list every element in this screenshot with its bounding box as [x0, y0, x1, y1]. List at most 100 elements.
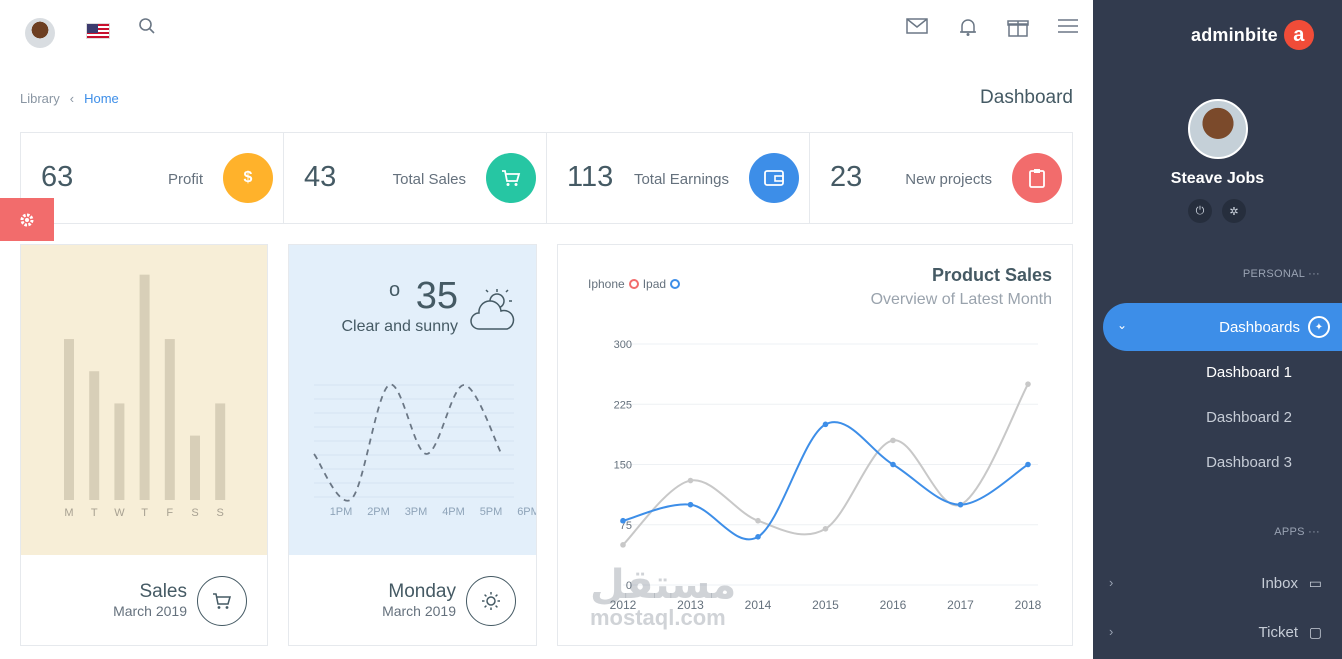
- wallet-icon: [749, 153, 799, 203]
- data-point: [1025, 461, 1031, 468]
- x-tick-label: 3PM: [405, 506, 428, 518]
- x-tick-label: 1PM: [330, 506, 353, 518]
- legend-ipad: Ipad: [642, 277, 667, 291]
- stat-label: New projects: [905, 171, 992, 188]
- stat-total-sales: 43 Total Sales: [284, 133, 547, 223]
- degree-symbol: o: [389, 279, 401, 301]
- sidebar-sub-dashboard-1[interactable]: Dashboard 1: [1206, 364, 1292, 381]
- section-apps: APPS ···: [1274, 526, 1320, 538]
- stat-label: Profit: [167, 171, 203, 188]
- sidebar-item-dashboards[interactable]: ⌄ Dashboards ✦: [1103, 303, 1342, 351]
- data-point: [755, 517, 761, 524]
- data-point: [957, 501, 964, 508]
- breadcrumb: Library ‹ Home: [20, 91, 119, 106]
- bar: [139, 274, 150, 500]
- x-tick-label: F: [166, 507, 173, 519]
- x-tick-label: 2014: [745, 598, 772, 612]
- weather-area: o 35 Clear and sunny 1PM 2PM 3PM 4PM 5PM 6PM: [289, 245, 536, 555]
- stat-new-projects: 23 New projects: [810, 133, 1072, 223]
- sidebar-item-inbox[interactable]: › Inbox ▭: [1093, 573, 1342, 597]
- bell-icon[interactable]: [958, 17, 978, 43]
- product-sales-panel: Iphone Ipad Product Sales Overview of La…: [557, 244, 1073, 646]
- data-point: [620, 517, 626, 524]
- gift-icon[interactable]: [1007, 17, 1029, 43]
- y-tick-label: 0: [626, 580, 632, 592]
- product-sales-title: Product Sales: [931, 265, 1052, 285]
- sales-subtitle: March 2019: [113, 603, 187, 619]
- sidebar-sub-dashboard-3[interactable]: Dashboard 3: [1206, 454, 1292, 471]
- bar: [190, 435, 200, 500]
- stat-value: 113: [567, 161, 614, 193]
- x-tick-label: 6PM: [517, 506, 536, 518]
- sidebar-item-ticket[interactable]: › Ticket ▢: [1093, 622, 1342, 646]
- chevron-right-icon: ›: [1109, 624, 1114, 639]
- settings-gear-icon[interactable]: [0, 198, 54, 241]
- weather-temp: 35: [415, 275, 458, 317]
- section-personal: PERSONAL ···: [1242, 268, 1320, 280]
- x-tick-label: 4PM: [442, 506, 465, 518]
- y-tick-label: 150: [614, 460, 632, 472]
- sun-icon[interactable]: [466, 576, 516, 626]
- us-flag-icon[interactable]: [86, 23, 110, 39]
- dollar-icon: $: [223, 153, 273, 203]
- power-icon[interactable]: ⏻: [1188, 199, 1212, 223]
- legend-iphone-dot: [628, 279, 639, 289]
- x-tick-label: 2017: [947, 598, 974, 612]
- cloud-sun-icon: [469, 287, 517, 340]
- data-point: [822, 421, 829, 428]
- x-tick-label: 2PM: [367, 506, 390, 518]
- data-point: [687, 501, 694, 508]
- legend-iphone: Iphone: [588, 277, 625, 291]
- profile-avatar[interactable]: [1188, 99, 1248, 159]
- data-point: [755, 534, 761, 540]
- profile-name[interactable]: Steave Jobs: [1170, 170, 1265, 187]
- x-tick-label: 2012: [610, 598, 637, 612]
- weather-panel: o 35 Clear and sunny 1PM 2PM 3PM 4PM 5PM 6PM …: [288, 244, 537, 646]
- logo-text: adminbite: [1191, 24, 1278, 45]
- sales-panel: M T W T F S S Sales March 2019: [20, 244, 268, 646]
- data-point: [687, 477, 694, 484]
- weather-line-chart: 1PM 2PM 3PM 4PM 5PM 6PM: [313, 384, 536, 518]
- menu-icon[interactable]: [1058, 17, 1078, 41]
- gear-icon[interactable]: ✲: [1222, 199, 1246, 223]
- search-icon[interactable]: [138, 17, 156, 41]
- stat-value: 63: [41, 161, 74, 193]
- stat-total-earnings: 113 Total Earnings: [547, 133, 810, 223]
- logo[interactable]: adminbite a: [1191, 20, 1314, 50]
- y-tick-label: 225: [614, 399, 632, 411]
- data-point: [890, 437, 896, 444]
- chart-legend: Iphone Ipad: [588, 277, 681, 291]
- bar: [215, 403, 226, 500]
- ticket-icon: ▢: [1308, 624, 1322, 640]
- breadcrumb-library[interactable]: Library: [20, 91, 60, 106]
- dashboard-icon: ✦: [1308, 316, 1330, 338]
- sales-title: Sales: [139, 581, 187, 602]
- mail-icon[interactable]: [906, 17, 928, 41]
- clipboard-icon: [1012, 153, 1062, 203]
- sidebar-item-label: Inbox: [1261, 575, 1298, 592]
- logo-badge: a: [1283, 20, 1314, 50]
- breadcrumb-home[interactable]: Home: [84, 91, 119, 106]
- series-line: [622, 421, 1029, 541]
- x-tick-label: S: [217, 507, 224, 519]
- x-tick-label: 2016: [880, 598, 907, 612]
- legend-ipad-dot: [670, 279, 681, 289]
- bar: [64, 339, 74, 500]
- bar: [114, 403, 125, 500]
- profile-actions: ⏻ ✲: [1188, 199, 1246, 223]
- inbox-icon: ▭: [1308, 575, 1322, 591]
- x-tick-label: 2013: [677, 598, 704, 612]
- stat-value: 43: [304, 161, 337, 193]
- data-point: [1025, 381, 1031, 387]
- weather-subtitle: March 2019: [382, 603, 456, 619]
- cart-icon[interactable]: [197, 576, 247, 626]
- chevron-right-icon: ›: [1109, 575, 1114, 590]
- bar: [164, 339, 175, 500]
- watermark-arabic: مستقل: [590, 562, 737, 608]
- stat-value: 23: [830, 161, 863, 193]
- user-avatar[interactable]: [25, 18, 55, 48]
- sidebar-sub-dashboard-2[interactable]: Dashboard 2: [1206, 409, 1292, 426]
